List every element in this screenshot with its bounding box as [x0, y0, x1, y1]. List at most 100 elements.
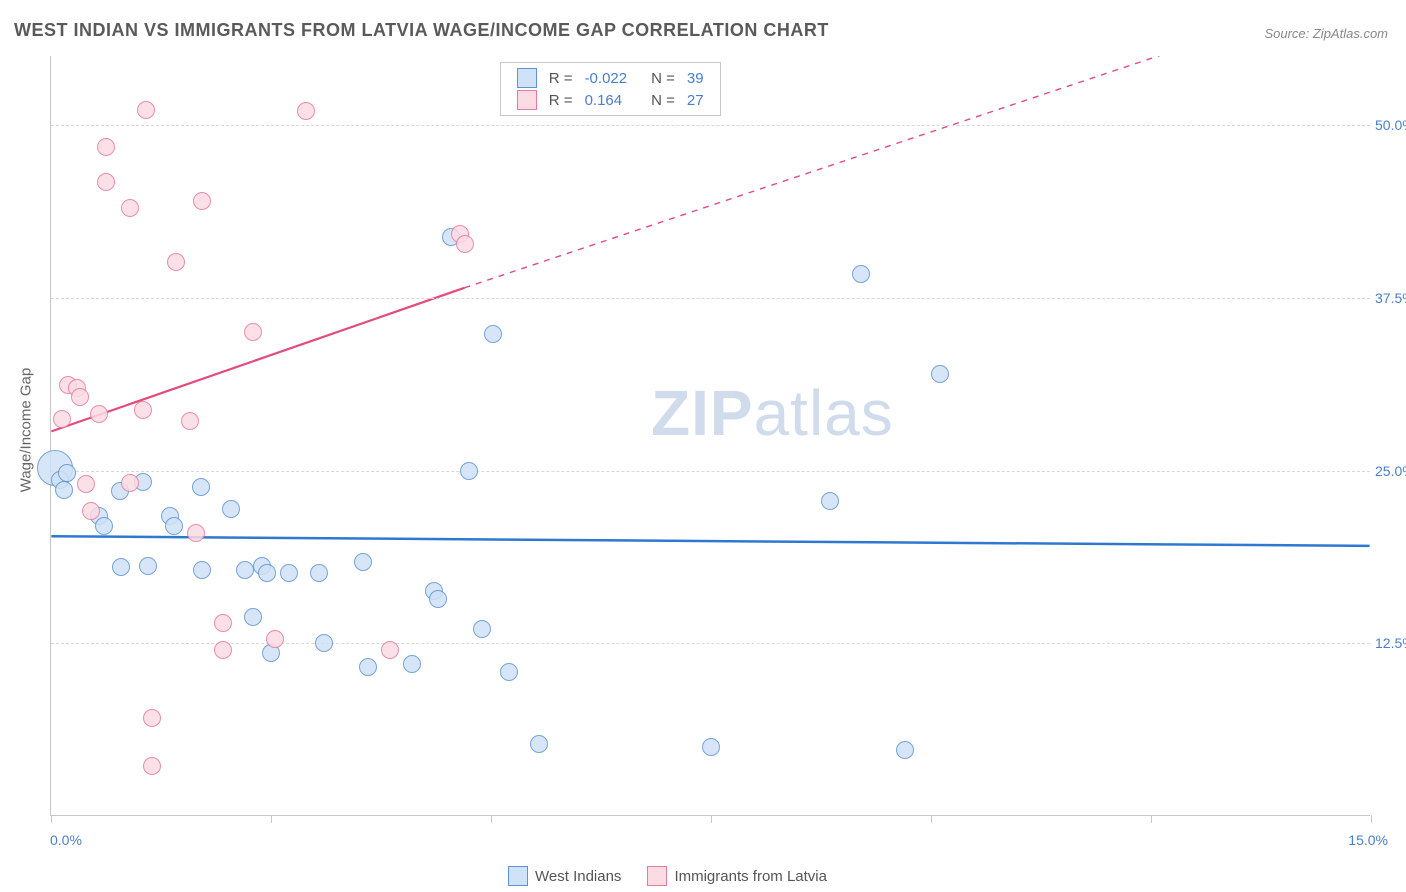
data-point-west_indians	[702, 738, 720, 756]
x-tick	[1371, 815, 1372, 823]
legend-r-value-0: -0.022	[579, 67, 634, 89]
data-point-west_indians	[359, 658, 377, 676]
data-point-latvia	[97, 173, 115, 191]
x-tick	[51, 815, 52, 823]
data-point-latvia	[181, 412, 199, 430]
data-point-west_indians	[112, 558, 130, 576]
data-point-west_indians	[310, 564, 328, 582]
data-point-west_indians	[429, 590, 447, 608]
y-tick-label: 37.5%	[1375, 290, 1406, 306]
x-tick	[931, 815, 932, 823]
legend-n-label: N =	[645, 89, 681, 111]
source-attribution: Source: ZipAtlas.com	[1264, 26, 1388, 41]
data-point-latvia	[143, 709, 161, 727]
data-point-latvia	[187, 524, 205, 542]
legend-n-value-0: 39	[681, 67, 710, 89]
data-point-west_indians	[222, 500, 240, 518]
data-point-latvia	[97, 138, 115, 156]
y-tick-label: 12.5%	[1375, 635, 1406, 651]
y-tick-label: 25.0%	[1375, 463, 1406, 479]
x-tick	[711, 815, 712, 823]
legend-label-series-0: West Indians	[535, 868, 621, 885]
legend-item-series-0: West Indians	[508, 866, 621, 886]
data-point-west_indians	[821, 492, 839, 510]
data-point-west_indians	[460, 462, 478, 480]
scatter-plot-area: ZIPatlas R = -0.022 N = 39 R = 0.164 N =…	[50, 56, 1370, 816]
data-point-latvia	[214, 641, 232, 659]
x-tick-label-min: 0.0%	[50, 832, 82, 848]
data-point-west_indians	[530, 735, 548, 753]
data-point-west_indians	[55, 481, 73, 499]
data-point-latvia	[137, 101, 155, 119]
x-tick	[1151, 815, 1152, 823]
x-tick	[491, 815, 492, 823]
x-tick-label-max: 15.0%	[1348, 832, 1388, 848]
data-point-west_indians	[193, 561, 211, 579]
legend-n-label: N =	[645, 67, 681, 89]
data-point-west_indians	[95, 517, 113, 535]
data-point-west_indians	[896, 741, 914, 759]
legend-swatch-icon	[508, 866, 528, 886]
data-point-west_indians	[315, 634, 333, 652]
data-point-west_indians	[139, 557, 157, 575]
gridline-h	[51, 471, 1370, 472]
data-point-latvia	[244, 323, 262, 341]
data-point-west_indians	[280, 564, 298, 582]
data-point-latvia	[143, 757, 161, 775]
data-point-west_indians	[354, 553, 372, 571]
data-point-west_indians	[403, 655, 421, 673]
legend-n-value-1: 27	[681, 89, 710, 111]
watermark-zip: ZIP	[651, 377, 754, 449]
watermark-atlas: atlas	[754, 377, 894, 449]
chart-title: WEST INDIAN VS IMMIGRANTS FROM LATVIA WA…	[14, 20, 829, 41]
data-point-latvia	[71, 388, 89, 406]
legend-row-series-0: R = -0.022 N = 39	[511, 67, 710, 89]
watermark: ZIPatlas	[651, 376, 894, 450]
data-point-latvia	[381, 641, 399, 659]
data-point-latvia	[214, 614, 232, 632]
data-point-west_indians	[165, 517, 183, 535]
data-point-latvia	[266, 630, 284, 648]
data-point-west_indians	[852, 265, 870, 283]
legend-swatch-series-1	[517, 90, 537, 110]
data-point-latvia	[53, 410, 71, 428]
legend-r-label: R =	[543, 89, 579, 111]
data-point-latvia	[90, 405, 108, 423]
data-point-latvia	[193, 192, 211, 210]
data-point-west_indians	[58, 464, 76, 482]
data-point-west_indians	[500, 663, 518, 681]
data-point-latvia	[167, 253, 185, 271]
legend-swatch-series-0	[517, 68, 537, 88]
data-point-west_indians	[484, 325, 502, 343]
gridline-h	[51, 643, 1370, 644]
data-point-west_indians	[192, 478, 210, 496]
y-axis-title: Wage/Income Gap	[18, 368, 35, 493]
legend-r-value-1: 0.164	[579, 89, 634, 111]
gridline-h	[51, 298, 1370, 299]
data-point-latvia	[456, 235, 474, 253]
trend-lines-layer	[51, 56, 1370, 815]
data-point-latvia	[121, 474, 139, 492]
data-point-west_indians	[244, 608, 262, 626]
data-point-latvia	[121, 199, 139, 217]
data-point-west_indians	[931, 365, 949, 383]
data-point-west_indians	[473, 620, 491, 638]
data-point-latvia	[82, 502, 100, 520]
data-point-latvia	[77, 475, 95, 493]
series-legend: West Indians Immigrants from Latvia	[508, 866, 827, 886]
legend-row-series-1: R = 0.164 N = 27	[511, 89, 710, 111]
data-point-west_indians	[236, 561, 254, 579]
data-point-latvia	[134, 401, 152, 419]
legend-label-series-1: Immigrants from Latvia	[674, 868, 827, 885]
legend-r-label: R =	[543, 67, 579, 89]
gridline-h	[51, 125, 1370, 126]
trend-line	[51, 536, 1369, 546]
correlation-legend: R = -0.022 N = 39 R = 0.164 N = 27	[500, 62, 721, 116]
trend-line	[51, 288, 464, 432]
data-point-latvia	[297, 102, 315, 120]
legend-item-series-1: Immigrants from Latvia	[647, 866, 827, 886]
data-point-west_indians	[258, 564, 276, 582]
legend-swatch-icon	[647, 866, 667, 886]
y-tick-label: 50.0%	[1375, 117, 1406, 133]
x-tick	[271, 815, 272, 823]
